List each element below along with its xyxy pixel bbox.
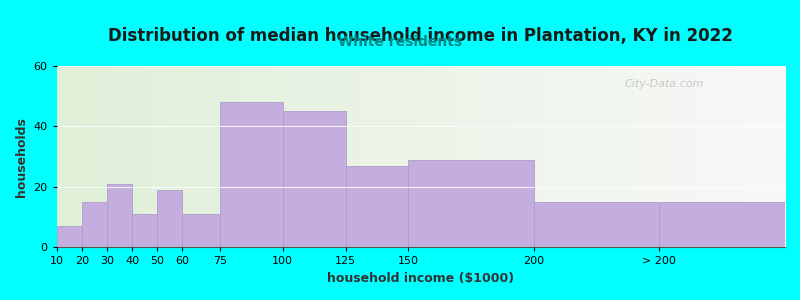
Bar <box>132 214 157 248</box>
Bar <box>57 226 82 247</box>
Bar <box>534 202 659 248</box>
X-axis label: household income ($1000): household income ($1000) <box>327 272 514 285</box>
Bar <box>659 202 785 248</box>
Bar <box>107 184 132 248</box>
Bar <box>346 166 408 247</box>
Title: Distribution of median household income in Plantation, KY in 2022: Distribution of median household income … <box>109 27 734 45</box>
Y-axis label: households: households <box>15 117 28 196</box>
Bar <box>82 202 107 248</box>
Bar <box>157 190 182 248</box>
Text: White residents: White residents <box>338 34 462 49</box>
Bar <box>182 214 220 248</box>
Bar <box>282 111 346 248</box>
Text: City-Data.com: City-Data.com <box>625 79 704 89</box>
Bar <box>220 102 282 248</box>
Bar <box>408 160 534 248</box>
